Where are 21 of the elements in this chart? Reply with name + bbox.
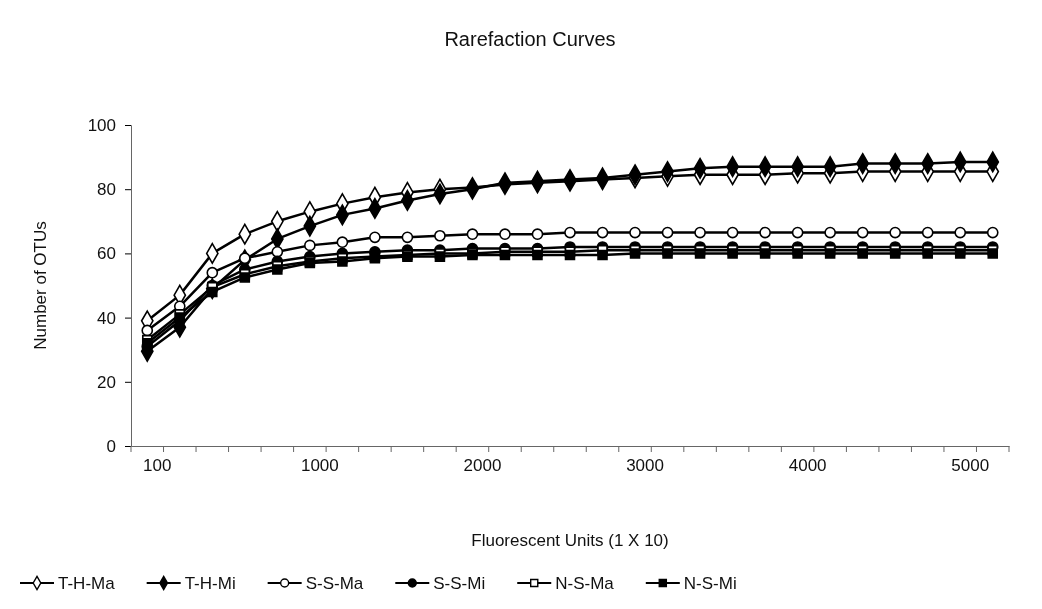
x-tick-label: 3000 [626, 456, 664, 475]
legend-label: N-S-Mi [683, 574, 737, 593]
y-tick-label: 100 [87, 115, 116, 135]
legend-label: T-H-Ma [58, 574, 116, 593]
x-tick-label: 2000 [463, 456, 502, 475]
chart-title: Rarefaction Curves [444, 28, 616, 50]
x-tick-label: 4000 [788, 456, 827, 475]
legend-label: T-H-Mi [184, 574, 236, 593]
y-tick-label: 40 [97, 308, 116, 328]
y-tick-label: 80 [97, 180, 116, 200]
y-tick-label: 60 [97, 244, 116, 264]
legend-label: S-S-Mi [433, 574, 486, 593]
x-axis-title: Fluorescent Units (1 X 10) [471, 531, 669, 550]
y-tick-label: 20 [97, 372, 116, 392]
legend-label: N-S-Ma [555, 574, 615, 593]
x-tick-label: 5000 [951, 456, 990, 475]
x-tick-label: 100 [143, 456, 172, 475]
legend-label: S-S-Ma [305, 574, 364, 593]
x-tick-label: 1000 [300, 456, 339, 475]
y-tick-label: 0 [106, 436, 116, 456]
y-axis-title: Number of OTUs [31, 221, 50, 350]
